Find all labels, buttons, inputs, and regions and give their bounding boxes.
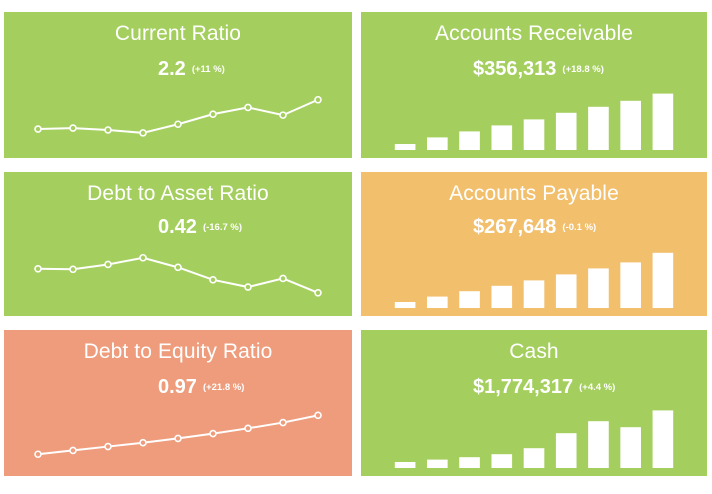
sparkline-point (174, 434, 182, 443)
sparkline-point (34, 125, 42, 133)
sparkline-bar (555, 112, 577, 150)
sparkline-point (69, 446, 77, 455)
kpi-card-debt-to-equity-ratio[interactable]: Debt to Equity Ratio 0.97 (+21.8 %) (4, 330, 352, 476)
sparkline-point (244, 103, 252, 112)
kpi-value: 0.42 (158, 216, 197, 238)
sparkline-bar (394, 144, 416, 150)
sparkline-path (37, 256, 319, 294)
kpi-card-current-ratio[interactable]: Current Ratio 2.2 (+11 %) (4, 12, 352, 158)
sparkline-point (279, 418, 287, 427)
sparkline-bar (588, 106, 609, 150)
sparkline-point (139, 253, 147, 262)
sparkline-bar (620, 100, 641, 150)
sparkline-point (314, 289, 322, 297)
sparkline-bar (427, 296, 448, 308)
sparkline-point (209, 429, 217, 438)
kpi-change: (-0.1 %) (562, 222, 597, 233)
kpi-change: (+11 %) (191, 64, 225, 75)
sparkline-point (209, 110, 217, 118)
sparkline-bar (491, 454, 513, 468)
kpi-card-cash[interactable]: Cash $1,774,317 (+4.4 %) (361, 330, 707, 476)
sparkline-bar (652, 252, 674, 308)
sparkline-point (244, 283, 252, 291)
sparkline-point (314, 411, 322, 420)
sparkline-point (34, 450, 42, 459)
kpi-card-debt-to-asset-ratio[interactable]: Debt to Asset Ratio 0.42 (-16.7 %) (4, 172, 352, 316)
kpi-value: $356,313 (473, 58, 557, 80)
line-sparkline (34, 411, 322, 459)
sparkline-point (104, 126, 112, 134)
kpi-card-accounts-payable[interactable]: Accounts Payable $267,648 (-0.1 %) (361, 172, 707, 316)
sparkline-point (104, 260, 112, 269)
kpi-value: $267,648 (473, 216, 557, 238)
kpi-value: $1,774,317 (473, 376, 574, 398)
sparkline-bar (427, 137, 448, 150)
sparkline-bar (652, 93, 674, 150)
bar-sparkline (394, 93, 674, 150)
sparkline-bar (588, 421, 609, 468)
bar-sparkline (394, 252, 674, 308)
kpi-card-accounts-receivable[interactable]: Accounts Receivable $356,313 (+18.8 %) (361, 12, 707, 158)
sparkline-bar (394, 302, 416, 308)
sparkline-point (69, 265, 77, 274)
sparkline-point (34, 265, 42, 273)
sparkline-point (314, 95, 322, 104)
sparkline-point (209, 276, 217, 284)
kpi-title: Accounts Payable (449, 182, 619, 205)
kpi-value-line: 0.42 (-16.7 %) (4, 216, 352, 239)
sparkline-point (139, 438, 147, 447)
sparkline-bar (459, 291, 480, 308)
kpi-value-line: $356,313 (+18.8 %) (361, 58, 707, 81)
sparkline-point (174, 263, 182, 272)
sparkline-point (279, 274, 287, 283)
bar-sparkline (394, 410, 674, 468)
sparkline-point (174, 120, 182, 129)
kpi-value-line: 0.97 (+21.8 %) (4, 376, 352, 399)
sparkline-bar (620, 262, 641, 308)
sparkline-bar (555, 274, 577, 308)
sparkline-point (244, 424, 252, 433)
sparkline-bar (459, 131, 480, 150)
sparkline-bar (555, 433, 577, 468)
sparkline-bar (394, 462, 416, 468)
sparkline-bar (523, 280, 545, 308)
kpi-value: 0.97 (158, 376, 197, 398)
sparkline-bar (588, 268, 609, 308)
sparkline-bar (491, 285, 513, 308)
kpi-title: Debt to Equity Ratio (83, 340, 273, 363)
sparkline-point (139, 129, 147, 137)
sparkline-bar (620, 427, 641, 468)
kpi-title: Debt to Asset Ratio (87, 182, 269, 205)
sparkline-bar (427, 459, 448, 468)
kpi-value: 2.2 (158, 58, 186, 80)
kpi-change: (+18.8 %) (562, 64, 604, 75)
kpi-value-line: $1,774,317 (+4.4 %) (361, 376, 707, 399)
sparkline-bar (523, 448, 545, 468)
kpi-title: Accounts Receivable (434, 22, 633, 45)
kpi-value-line: $267,648 (-0.1 %) (361, 216, 707, 239)
line-sparkline (34, 253, 322, 297)
kpi-value-line: 2.2 (+11 %) (4, 58, 352, 81)
kpi-title: Cash (509, 340, 559, 363)
line-sparkline (34, 95, 322, 137)
kpi-change: (-16.7 %) (202, 222, 243, 233)
sparkline-point (279, 111, 287, 119)
sparkline-bar (652, 410, 674, 468)
sparkline-bar (459, 457, 480, 468)
sparkline-point (104, 442, 112, 451)
sparkline-point (69, 124, 77, 132)
kpi-change: (+4.4 %) (579, 382, 616, 393)
sparkline-bar (491, 125, 513, 150)
kpi-title: Current Ratio (114, 22, 242, 45)
sparkline-bar (523, 119, 545, 150)
kpi-change: (+21.8 %) (202, 382, 245, 393)
